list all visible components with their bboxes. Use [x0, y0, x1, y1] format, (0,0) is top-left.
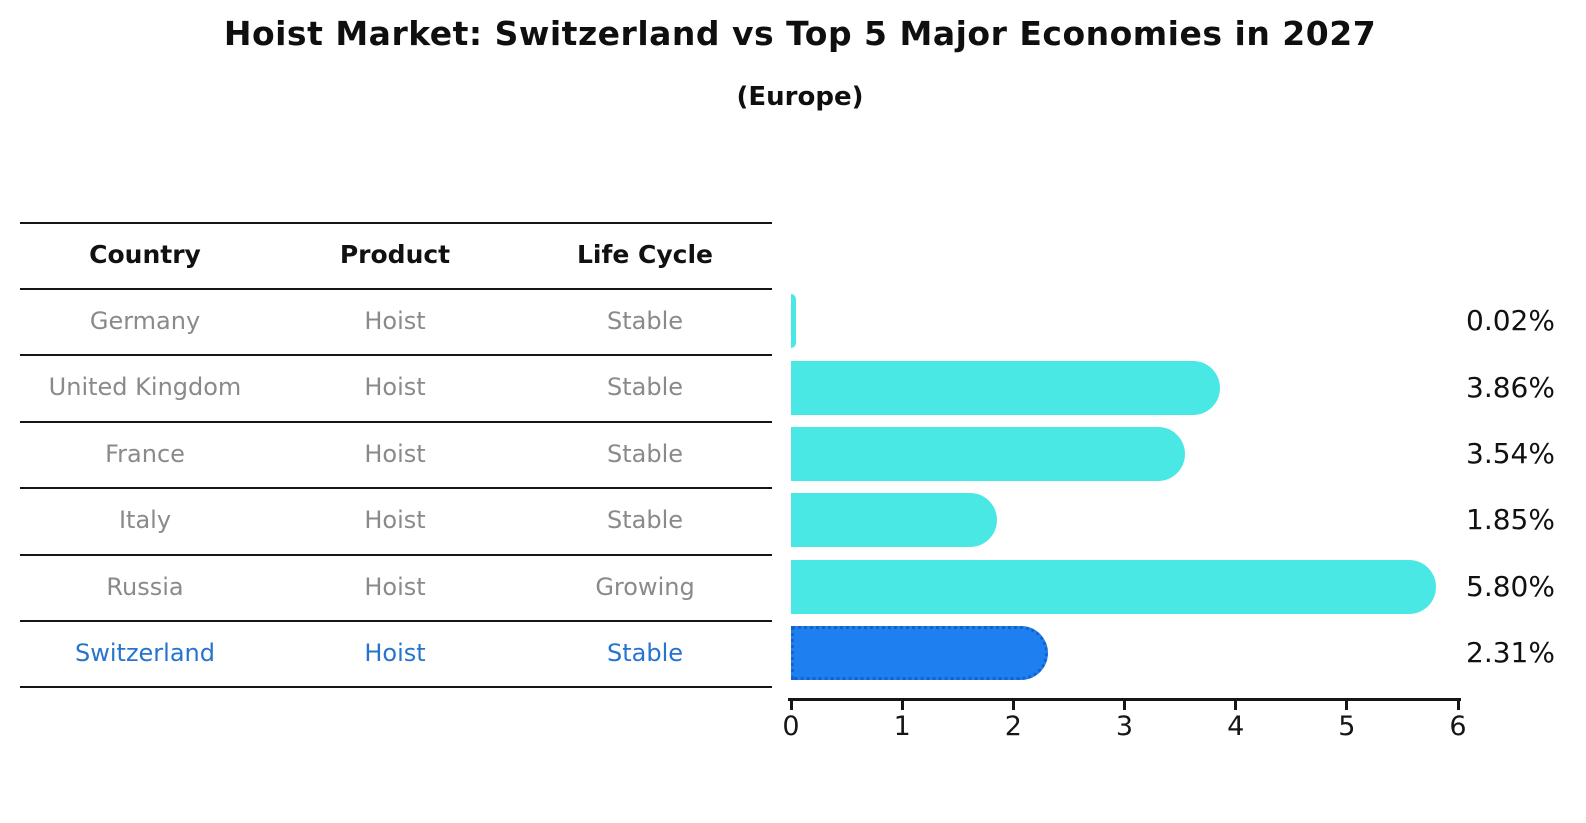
cell-product: Hoist	[364, 373, 426, 402]
table-row: Germany Hoist Stable	[0, 288, 772, 354]
cell-life-cycle: Stable	[606, 306, 684, 335]
x-axis-tick-label: 0	[782, 711, 800, 742]
cell-life-cycle: Growing	[595, 572, 695, 601]
table-header-row: Country Product Life Cycle	[0, 222, 772, 288]
bar-germany	[791, 294, 796, 349]
x-axis-tick-label: 3	[1115, 711, 1134, 742]
x-axis-tick	[900, 701, 904, 710]
x-axis-tick	[1011, 701, 1015, 710]
x-axis-tick	[1345, 701, 1349, 710]
x-axis-tick-label: 4	[1227, 711, 1245, 742]
x-axis-tick-label: 5	[1338, 711, 1356, 742]
bar-united-kingdom	[791, 360, 1221, 415]
value-label: 2.31%	[1466, 636, 1555, 670]
chart-title: Hoist Market: Switzerland vs Top 5 Major…	[223, 14, 1377, 53]
cell-product: Hoist	[364, 506, 426, 535]
column-header-country: Country	[89, 240, 201, 269]
table-rule	[20, 354, 772, 357]
cell-life-cycle: Stable	[606, 506, 684, 535]
value-label: 5.80%	[1466, 569, 1555, 603]
bar-russia	[791, 559, 1436, 614]
table-row: France Hoist Stable	[0, 421, 772, 487]
table-rule	[20, 221, 772, 224]
column-header-product: Product	[339, 240, 451, 269]
x-axis-line	[788, 698, 1461, 701]
column-header-lifecycle: Life Cycle	[576, 240, 714, 269]
table-row: Russia Hoist Growing	[0, 554, 772, 620]
cell-country: Italy	[118, 506, 172, 535]
value-label: 0.02%	[1466, 304, 1555, 338]
table-rule	[20, 619, 772, 622]
cell-product: Hoist	[364, 306, 426, 335]
table-row: Italy Hoist Stable	[0, 487, 772, 553]
bar-france	[791, 426, 1185, 481]
value-label: 3.86%	[1466, 370, 1555, 404]
bar-italy	[791, 493, 997, 548]
chart-subtitle: (Europe)	[736, 82, 864, 112]
x-axis-tick	[789, 701, 793, 710]
x-axis-tick-label: 1	[893, 711, 911, 742]
x-axis-tick-label: 2	[1004, 711, 1022, 742]
table-rule	[20, 287, 772, 290]
x-axis-tick	[1123, 701, 1126, 710]
table-row: United Kingdom Hoist Stable	[0, 354, 772, 420]
cell-life-cycle: Stable	[606, 439, 684, 468]
table-rule	[20, 686, 772, 689]
cell-life-cycle: Stable	[606, 373, 684, 402]
cell-product: Hoist	[364, 572, 426, 601]
x-axis-tick	[1234, 701, 1238, 710]
cell-life-cycle: Stable	[606, 638, 684, 667]
value-label: 3.54%	[1466, 436, 1555, 470]
cell-country: Germany	[89, 306, 201, 335]
cell-country: United Kingdom	[48, 373, 242, 402]
table-rule	[20, 487, 772, 490]
x-axis-tick-label: 6	[1449, 711, 1467, 742]
x-axis-tick	[1456, 701, 1460, 710]
bar-highlight-switzerland	[791, 626, 1048, 681]
cell-product: Hoist	[364, 439, 426, 468]
cell-product: Hoist	[364, 638, 426, 667]
table-rule	[20, 553, 772, 556]
value-label: 1.85%	[1466, 503, 1555, 537]
cell-country: Switzerland	[75, 638, 215, 667]
table-row: Switzerland Hoist Stable	[0, 620, 772, 686]
table-rule	[20, 420, 772, 423]
cell-country: France	[105, 439, 185, 468]
cell-country: Russia	[106, 572, 184, 601]
